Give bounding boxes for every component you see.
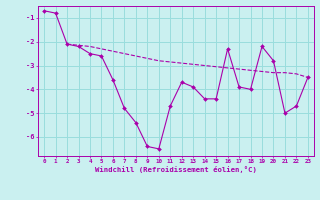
X-axis label: Windchill (Refroidissement éolien,°C): Windchill (Refroidissement éolien,°C) <box>95 166 257 173</box>
